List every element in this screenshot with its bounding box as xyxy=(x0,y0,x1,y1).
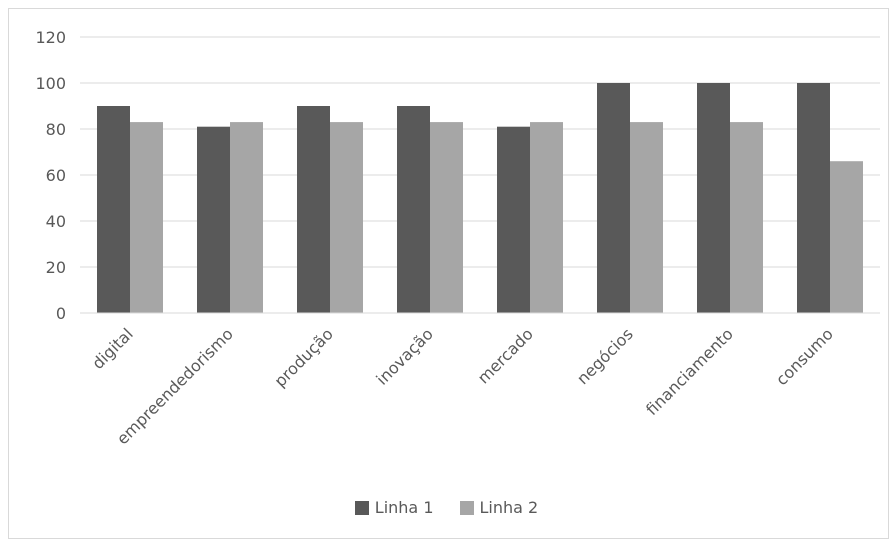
legend-item-series-1: Linha 1 xyxy=(354,498,434,517)
x-category-label: financiamento xyxy=(642,324,737,419)
legend-swatch-series-2 xyxy=(459,500,474,515)
bar-1 xyxy=(97,106,130,313)
x-category-label: consumo xyxy=(772,324,837,389)
y-tick-label: 60 xyxy=(46,166,66,185)
bar-1 xyxy=(697,83,730,313)
y-tick-label: 120 xyxy=(35,28,66,47)
x-category-label: produção xyxy=(270,324,336,390)
bar-2 xyxy=(830,161,863,313)
y-tick-label: 100 xyxy=(35,74,66,93)
bar-2 xyxy=(530,122,563,313)
bar-1 xyxy=(597,83,630,313)
chart-legend: Linha 1 Linha 2 xyxy=(0,498,893,517)
legend-item-series-2: Linha 2 xyxy=(459,498,539,517)
x-category-label: negócios xyxy=(573,324,637,388)
bar-2 xyxy=(230,122,263,313)
bar-2 xyxy=(430,122,463,313)
y-tick-label: 40 xyxy=(46,212,66,231)
y-tick-label: 0 xyxy=(56,304,66,323)
legend-swatch-series-1 xyxy=(354,500,369,515)
bar-1 xyxy=(497,126,530,313)
legend-label-series-2: Linha 2 xyxy=(479,498,539,517)
x-category-label: digital xyxy=(88,324,137,373)
y-tick-label: 80 xyxy=(46,120,66,139)
bar-1 xyxy=(797,83,830,313)
bar-1 xyxy=(397,106,430,313)
bar-2 xyxy=(730,122,763,313)
bar-2 xyxy=(330,122,363,313)
bar-2 xyxy=(630,122,663,313)
bar-1 xyxy=(197,126,230,313)
x-category-label: mercado xyxy=(474,324,537,387)
x-category-label: inovação xyxy=(372,324,436,388)
bar-2 xyxy=(130,122,163,313)
y-tick-label: 20 xyxy=(46,258,66,277)
legend-label-series-1: Linha 1 xyxy=(374,498,434,517)
bar-1 xyxy=(297,106,330,313)
